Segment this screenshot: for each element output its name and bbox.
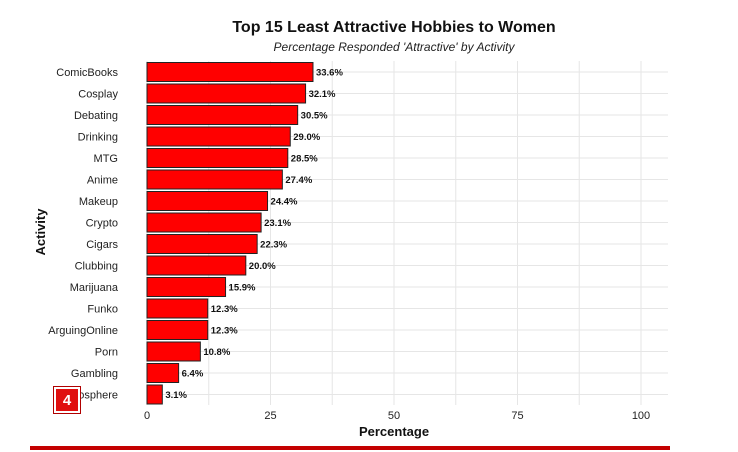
bar-marijuana	[146, 277, 227, 297]
category-label: MTG	[94, 153, 118, 165]
value-label: 12.3%	[211, 326, 238, 337]
bottom-accent-rule	[30, 446, 670, 450]
chart-title: Top 15 Least Attractive Hobbies to Women	[232, 19, 555, 36]
category-label: ArguingOnline	[48, 325, 118, 337]
bars: 33.6% 32.1% 30.5% 29.0% 28.5% 27.4% 24.4% 23.1%…	[146, 62, 343, 405]
x-tick-label: 0	[144, 410, 150, 422]
value-label: 24.4%	[271, 197, 298, 208]
bar-mtg	[146, 148, 289, 168]
bar-crypto	[146, 212, 262, 233]
value-label: 20.0%	[249, 261, 276, 272]
bar-drinking	[146, 126, 291, 147]
chart-subtitle: Percentage Responded 'Attractive' by Act…	[274, 40, 516, 54]
x-axis-title: Percentage	[359, 424, 429, 439]
category-label: Porn	[95, 347, 118, 359]
category-label: Debating	[74, 110, 118, 122]
category-label: ComicBooks	[56, 67, 118, 79]
bar-anime	[146, 169, 283, 190]
bar-porn	[146, 341, 201, 362]
value-label: 12.3%	[211, 304, 238, 315]
bar-comicbooks	[146, 62, 314, 82]
value-label: 33.6%	[316, 68, 343, 79]
bar-cosplay	[146, 83, 307, 104]
value-label: 30.5%	[301, 111, 328, 122]
value-label: 22.3%	[260, 240, 287, 251]
category-label: Crypto	[86, 218, 118, 230]
bar-gambling	[146, 363, 180, 383]
category-label: Anime	[87, 175, 118, 187]
value-label: 15.9%	[229, 283, 256, 294]
value-label: 27.4%	[285, 175, 312, 186]
category-labels: ComicBooks Cosplay Debating Drinking MTG Anim…	[48, 67, 119, 402]
bar-debating	[146, 105, 299, 125]
x-tick-label: 75	[511, 410, 523, 422]
x-tick-labels: 0 25 50 75 100	[144, 410, 650, 422]
bar-manosphere	[146, 384, 163, 405]
value-label: 32.1%	[309, 89, 336, 100]
category-label: Marijuana	[70, 282, 119, 294]
x-tick-label: 50	[388, 410, 400, 422]
bar-clubbing	[146, 255, 247, 276]
category-label: Gambling	[71, 368, 118, 380]
y-axis-title: Activity	[33, 208, 48, 256]
category-label: Funko	[87, 304, 118, 316]
value-label: 29.0%	[293, 132, 320, 143]
bar-cigars	[146, 234, 258, 254]
value-label: 23.1%	[264, 218, 291, 229]
bar-makeup	[146, 191, 269, 211]
x-tick-label: 25	[264, 410, 276, 422]
value-label: 3.1%	[165, 390, 187, 401]
bar-funko	[146, 298, 209, 319]
value-label: 10.8%	[203, 347, 230, 358]
category-label: Clubbing	[75, 261, 118, 273]
category-label: Cosplay	[78, 89, 118, 101]
category-label: Makeup	[79, 196, 118, 208]
rank-badge: 4	[53, 386, 81, 414]
x-tick-label: 100	[632, 410, 650, 422]
bar-arguingonline	[146, 320, 209, 340]
category-label: Drinking	[78, 132, 118, 144]
category-label: Cigars	[86, 239, 118, 251]
value-label: 6.4%	[182, 369, 204, 380]
value-label: 28.5%	[291, 154, 318, 165]
